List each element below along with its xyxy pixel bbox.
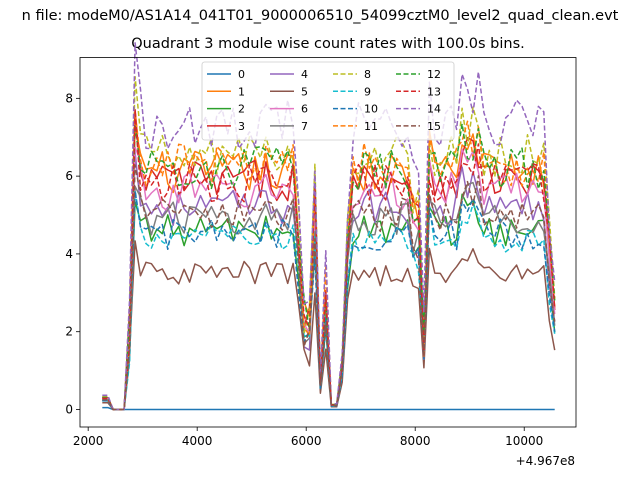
legend-label-2: 2	[238, 103, 245, 116]
y-tick-label: 2	[65, 325, 73, 339]
legend-label-14: 14	[427, 103, 441, 116]
legend-label-15: 15	[427, 120, 441, 133]
x-offset-label: +4.967e8	[516, 454, 575, 468]
legend-label-11: 11	[364, 120, 378, 133]
series-line-15	[102, 164, 556, 411]
series-line-5	[102, 240, 556, 411]
y-tick-label: 6	[65, 169, 73, 183]
plot-frame	[79, 57, 577, 428]
legend-label-1: 1	[238, 85, 245, 98]
series-lines	[102, 42, 556, 411]
x-tick-label: 10000	[505, 434, 543, 448]
chart-title: Quadrant 3 module wise count rates with …	[131, 36, 525, 52]
legend-label-7: 7	[301, 120, 308, 133]
x-tick-label: 6000	[291, 434, 322, 448]
legend-label-6: 6	[301, 103, 308, 116]
legend-label-10: 10	[364, 103, 378, 116]
y-tick-label: 0	[65, 402, 73, 416]
y-axis: 0 2 4 6 8	[65, 91, 80, 416]
x-tick-label: 4000	[182, 434, 213, 448]
x-tick-label: 2000	[73, 434, 104, 448]
legend-label-5: 5	[301, 85, 308, 98]
y-tick-label: 4	[65, 247, 73, 261]
legend-label-4: 4	[301, 68, 308, 81]
y-tick-label: 8	[65, 91, 73, 105]
legend-label-13: 13	[427, 85, 441, 98]
figure-suptitle: n file: modeM0/AS1A14_041T01_9000006510_…	[21, 8, 619, 24]
series-line-13	[102, 109, 556, 411]
legend-box	[201, 61, 455, 141]
legend-label-12: 12	[427, 68, 441, 81]
series-line-0	[102, 406, 555, 411]
legend-label-0: 0	[238, 68, 245, 81]
x-axis: 2000 4000 6000 8000 10000	[73, 427, 543, 448]
series-line-14	[102, 42, 556, 411]
legend-label-3: 3	[238, 120, 245, 133]
legend-label-9: 9	[364, 85, 371, 98]
x-tick-label: 8000	[400, 434, 431, 448]
legend-label-8: 8	[364, 68, 371, 81]
